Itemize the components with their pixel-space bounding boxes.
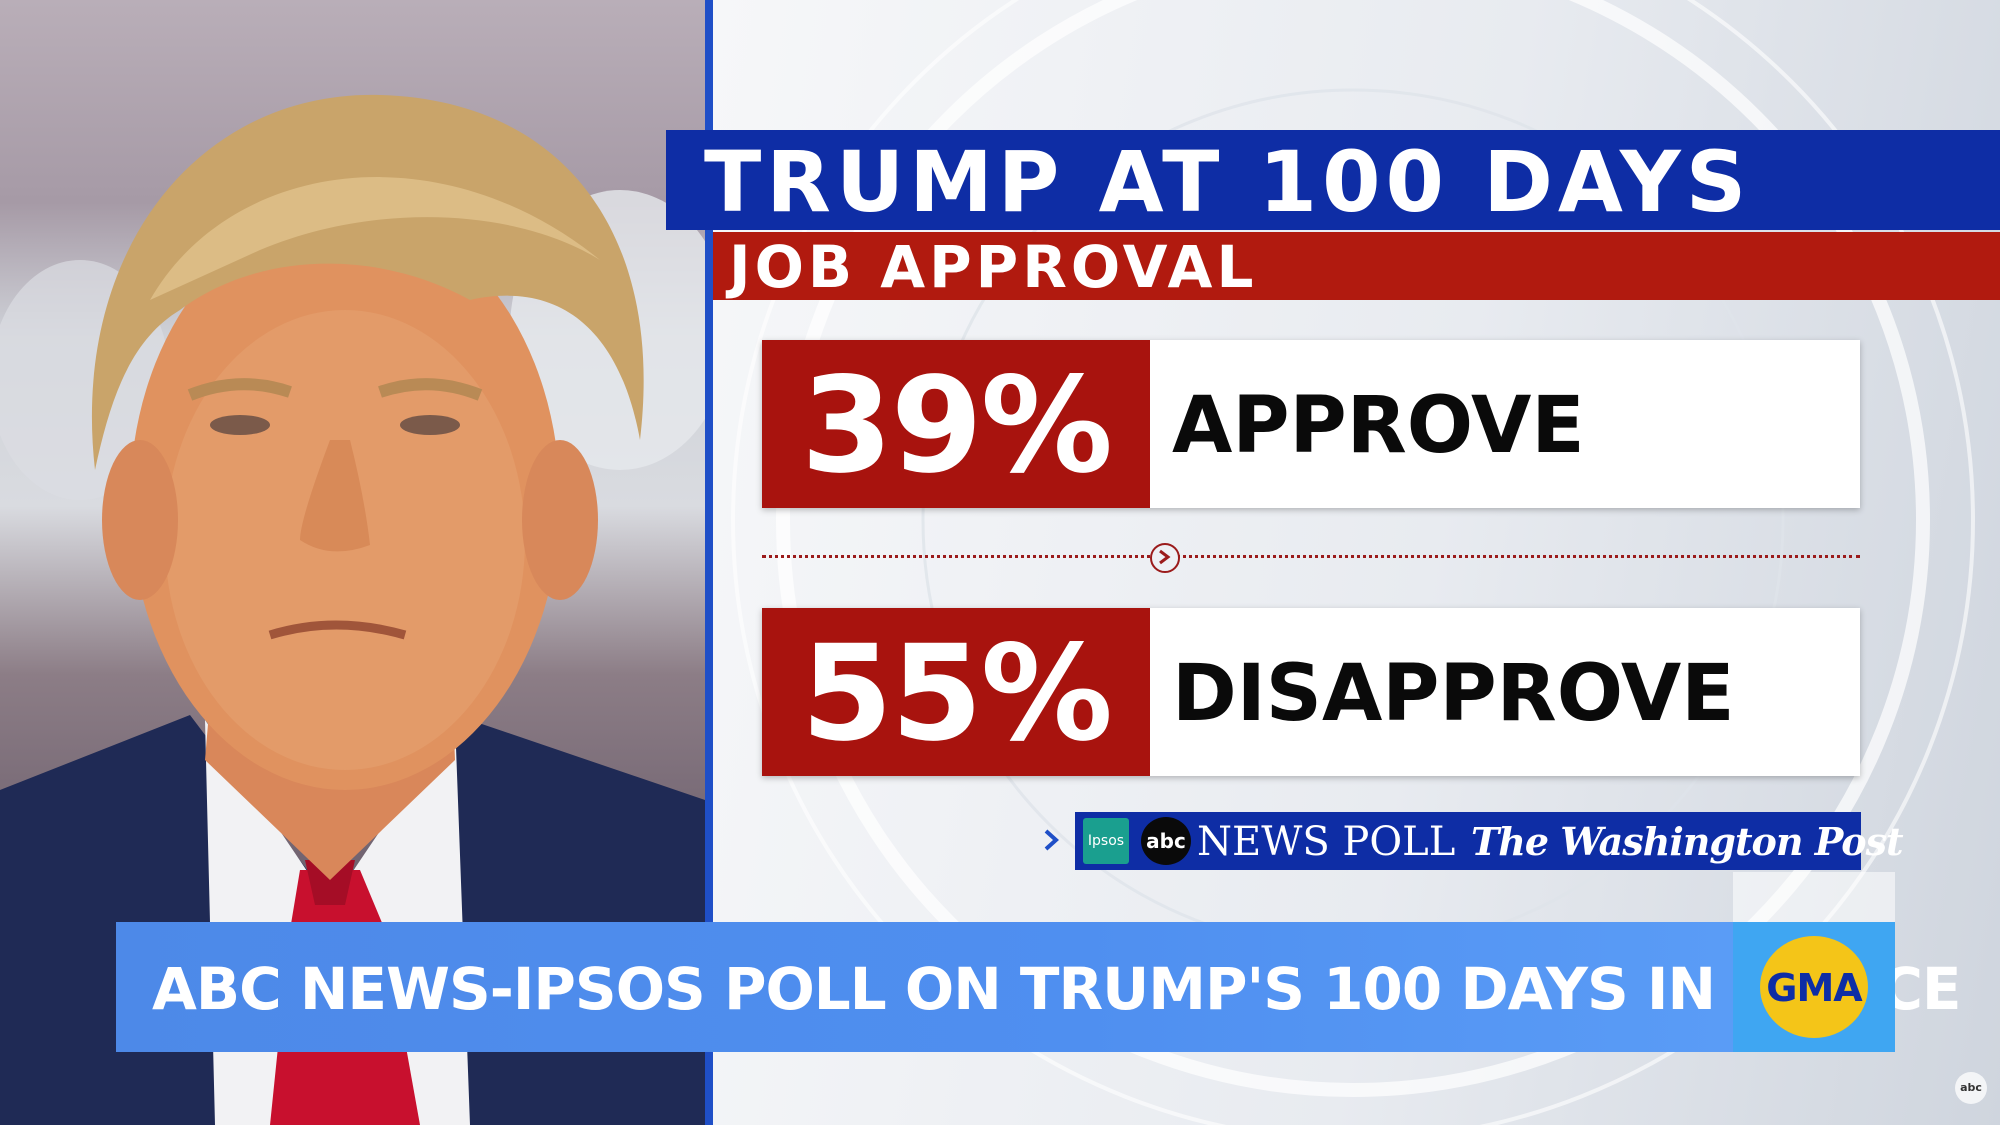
percent-box: 39% [762, 340, 1150, 508]
portrait-illustration [0, 94, 705, 1125]
poll-source-bar: Ipsos abc NEWS POLL The Washington Post [1075, 812, 1904, 870]
watermark-text: abc [1960, 1081, 1982, 1094]
headline-banner: TRUMP AT 100 DAYS [666, 130, 2000, 231]
ipsos-logo: Ipsos [1083, 818, 1129, 864]
result-row-disapprove: 55% DISAPPROVE [762, 608, 1860, 776]
gma-logo: GMA [1760, 936, 1868, 1038]
subhead-title: JOB APPROVAL [729, 233, 1258, 301]
arrow-right-circle-icon [1150, 543, 1180, 573]
subhead-banner: JOB APPROVAL [713, 232, 2000, 301]
gma-tab-highlight [1733, 872, 1895, 922]
abc-news-watermark: abc [1955, 1072, 1987, 1104]
disapprove-percent: 55% [801, 617, 1113, 771]
headline-title: TRUMP AT 100 DAYS [704, 133, 1752, 231]
abc-logo-text: abc [1146, 829, 1186, 853]
disapprove-label: DISAPPROVE [1172, 649, 1735, 739]
approve-label: APPROVE [1172, 381, 1585, 471]
lower-third-banner: ABC NEWS-IPSOS POLL ON TRUMP'S 100 DAYS … [116, 922, 1962, 1052]
ipsos-logo-text: Ipsos [1087, 833, 1125, 849]
news-poll-label: NEWS POLL [1197, 819, 1456, 865]
chevron-right-icon [1044, 829, 1059, 851]
approve-percent: 39% [801, 349, 1113, 503]
portrait-photo [0, 0, 705, 1125]
panel-divider [705, 0, 713, 1125]
dotted-divider [762, 555, 1860, 558]
gma-logo-text: GMA [1766, 966, 1862, 1010]
percent-box: 55% [762, 608, 1150, 776]
result-row-approve: 39% APPROVE [762, 340, 1860, 508]
gma-tab: GMA [1733, 922, 1895, 1052]
washington-post-logo: The Washington Post [1471, 819, 1904, 864]
lower-third-headline: ABC NEWS-IPSOS POLL ON TRUMP'S 100 DAYS … [152, 955, 1962, 1023]
abc-logo: abc [1141, 817, 1191, 865]
